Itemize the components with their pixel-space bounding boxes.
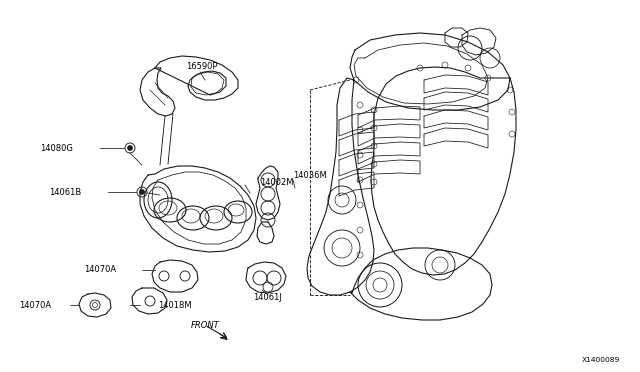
Text: X1400089: X1400089 bbox=[582, 357, 620, 363]
Text: 14002M: 14002M bbox=[260, 177, 294, 186]
Text: 14070A: 14070A bbox=[19, 301, 51, 310]
Text: 14036M: 14036M bbox=[293, 170, 327, 180]
Circle shape bbox=[127, 145, 132, 151]
Text: FRONT: FRONT bbox=[191, 321, 220, 330]
Circle shape bbox=[140, 189, 145, 195]
Text: 16590P: 16590P bbox=[186, 61, 218, 71]
Text: 14070A: 14070A bbox=[84, 266, 116, 275]
Text: 14080G: 14080G bbox=[40, 144, 74, 153]
Text: 14061B: 14061B bbox=[49, 187, 81, 196]
Text: 14061J: 14061J bbox=[253, 294, 282, 302]
Text: 14018M: 14018M bbox=[158, 301, 192, 310]
